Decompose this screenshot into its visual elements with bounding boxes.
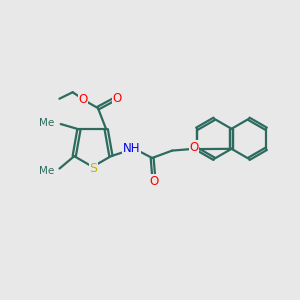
Text: O: O bbox=[78, 93, 88, 106]
Text: Me: Me bbox=[39, 118, 54, 128]
Text: NH: NH bbox=[123, 142, 140, 155]
Text: Me: Me bbox=[39, 167, 54, 176]
Text: O: O bbox=[150, 175, 159, 188]
Text: S: S bbox=[89, 162, 97, 175]
Text: O: O bbox=[112, 92, 122, 105]
Text: O: O bbox=[189, 141, 199, 154]
